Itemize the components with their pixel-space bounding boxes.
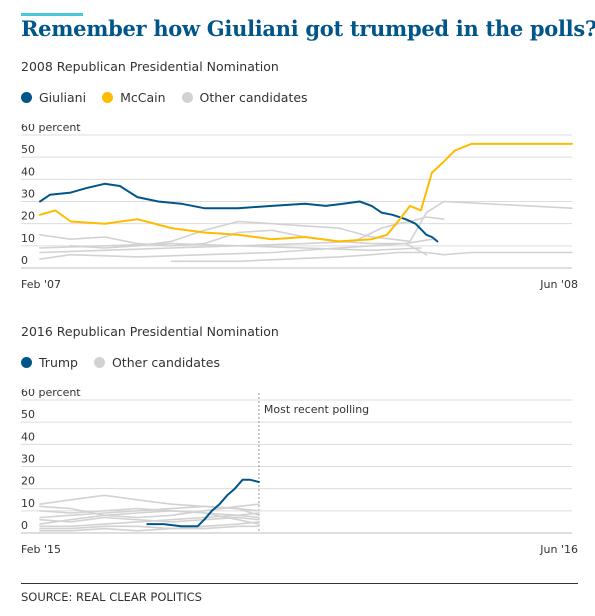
bottom-rule <box>21 583 578 584</box>
source-note: SOURCE: REAL CLEAR POLITICS <box>21 590 202 604</box>
other-candidates-series-line <box>69 200 573 249</box>
x-end-label: Jun '08 <box>539 278 578 291</box>
y-tick-label: 50 <box>21 408 35 421</box>
y-tick-label: 10 <box>21 497 35 510</box>
other-candidates-series-line <box>39 521 260 530</box>
chart-2008-title: 2008 Republican Presidential Nomination <box>21 59 279 74</box>
other-candidates-series-line <box>39 525 260 532</box>
other-candidates-series-line <box>39 242 422 252</box>
legend-dot-icon <box>21 92 32 103</box>
other-candidates-series-line <box>39 512 260 528</box>
legend-label-giuliani: Giuliani <box>39 90 87 105</box>
x-end-label: Jun '16 <box>539 543 578 556</box>
y-tick-label: 50 <box>21 143 35 156</box>
mccain-series-line <box>39 142 573 243</box>
legend-dot-icon <box>93 357 105 368</box>
chart-2016-title: 2016 Republican Presidential Nomination <box>21 324 279 339</box>
x-start-label: Feb '07 <box>21 278 61 291</box>
legend-dot-icon <box>102 92 114 103</box>
annotation-label: Most recent polling <box>264 403 369 416</box>
legend-item-other-2016: Other candidates <box>93 355 220 370</box>
other-candidates-series-line <box>39 229 433 247</box>
chart-2016-legend: Trump Other candidates <box>21 355 232 373</box>
y-tick-label: 20 <box>21 475 35 488</box>
page-title: Remember how Giuliani got trumped in the… <box>21 16 595 41</box>
legend-dot-icon <box>181 92 193 103</box>
legend-item-other-2008: Other candidates <box>181 90 308 105</box>
other-candidates-series-line <box>39 510 260 525</box>
y-tick-label: 60 percent <box>21 124 81 134</box>
legend-item-trump: Trump <box>21 355 78 370</box>
other-candidates-series-line <box>39 242 428 260</box>
x-start-label: Feb '15 <box>21 543 61 556</box>
other-candidates-series-line <box>39 503 260 519</box>
chart-2016: 60 percent 50 40 30 20 10 0 Feb '15 Jun '16 Most … <box>21 389 578 556</box>
y-tick-label: 10 <box>21 232 35 245</box>
legend-label-other-2016: Other candidates <box>111 355 220 370</box>
other-candidates-series-line <box>170 251 573 263</box>
giuliani-series-line <box>39 182 439 243</box>
y-tick-label: 20 <box>21 210 35 223</box>
y-tick-label: 40 <box>21 165 35 178</box>
legend-item-mccain: McCain <box>102 90 166 105</box>
chart-2008-legend: Giuliani McCain Other candidates <box>21 90 320 108</box>
chart-2008: 60 percent 50 40 30 20 10 0 Feb '07 Jun '08 <box>21 124 578 291</box>
legend-label-mccain: McCain <box>120 90 166 105</box>
y-tick-label: 0 <box>21 254 28 267</box>
legend-dot-icon <box>21 357 32 368</box>
y-tick-label: 60 percent <box>21 389 81 399</box>
other-candidates-series-line <box>39 216 445 254</box>
y-tick-label: 40 <box>21 430 35 443</box>
other-candidates-series-line <box>39 505 260 519</box>
trump-series-line <box>146 478 260 528</box>
legend-label-trump: Trump <box>39 355 78 370</box>
legend-label-other-2008: Other candidates <box>199 90 308 105</box>
legend-item-giuliani: Giuliani <box>21 90 86 105</box>
y-tick-label: 30 <box>21 188 35 201</box>
y-tick-label: 0 <box>21 519 28 532</box>
accent-rule <box>21 13 83 16</box>
y-tick-label: 30 <box>21 453 35 466</box>
